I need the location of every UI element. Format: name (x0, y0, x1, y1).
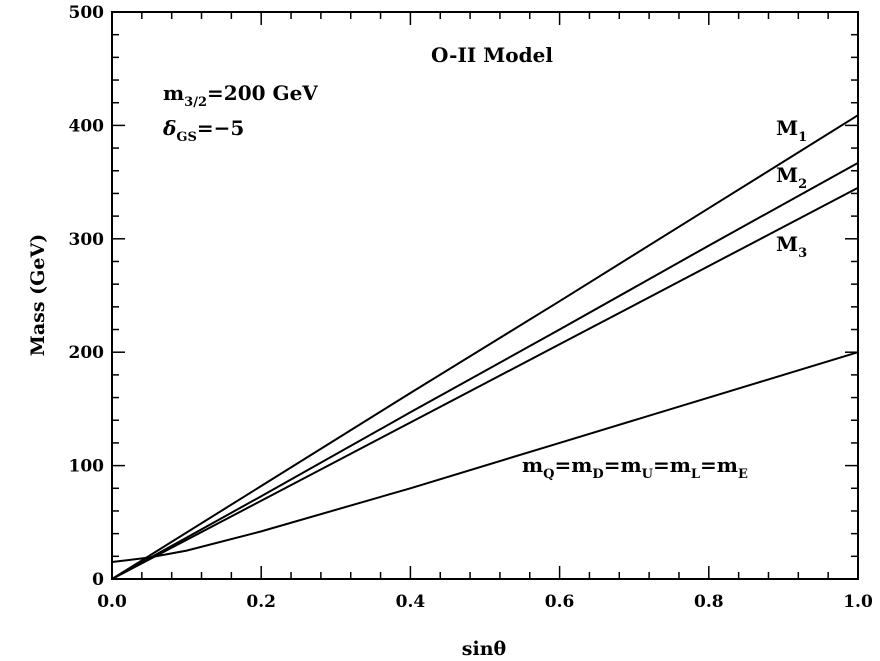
series-label-m2-sub: 2 (798, 177, 807, 192)
y-tick-label: 400 (69, 116, 105, 136)
annotation-delta-rest: =−5 (197, 116, 244, 140)
annotation-m32: m3/2=200 GeV (163, 81, 318, 110)
sf-part-1-base: =m (555, 453, 593, 477)
x-tick-label: 1.0 (843, 592, 873, 612)
series-line-1 (111, 161, 859, 580)
y-axis-label: Mass (GeV) (27, 234, 49, 356)
sf-part-3-base: =m (653, 453, 691, 477)
y-tick-label: 0 (92, 570, 104, 590)
y-tick-label: 500 (69, 3, 105, 23)
annotation-delta: δGS=−5 (162, 116, 244, 145)
y-tick-label: 100 (69, 457, 105, 477)
annotation-delta-base: δ (162, 116, 176, 140)
series-line-2 (111, 186, 859, 580)
series-line-3 (111, 351, 859, 563)
sf-part-0-sub: Q (543, 467, 554, 482)
y-tick-label: 300 (69, 230, 105, 250)
sf-part-0-base: m (522, 453, 543, 477)
x-axis-label: sinθ (462, 638, 506, 660)
x-tick-label: 0.0 (97, 592, 127, 612)
series-label-sfermions: mQ=mD=mU=mL=mE (522, 453, 748, 482)
series-label-m1-sub: 1 (798, 130, 807, 145)
series-label-m2-base: M (776, 163, 798, 187)
series-label-m1: M1 (776, 116, 807, 145)
sf-part-3-sub: L (691, 467, 700, 482)
sf-part-4-sub: E (738, 467, 748, 482)
series-lines (111, 114, 859, 580)
sf-part-2-base: =m (604, 453, 642, 477)
y-tick-label: 200 (69, 343, 105, 363)
x-tick-label: 0.8 (694, 592, 724, 612)
sf-part-4-base: =m (700, 453, 738, 477)
plot-frame (111, 11, 859, 580)
series-label-m1-base: M (776, 116, 798, 140)
series-label-m3: M3 (776, 232, 807, 261)
tick-labels: 0.0 0.2 0.4 0.6 0.8 1.0 0 100 200 300 400 500 (69, 3, 873, 612)
sf-part-2-sub: U (642, 467, 654, 482)
series-line-0 (111, 114, 859, 580)
series-label-m3-base: M (776, 232, 798, 256)
x-tick-label: 0.2 (246, 592, 276, 612)
series-label-m3-sub: 3 (798, 246, 807, 261)
annotation-m32-sub: 3/2 (184, 95, 207, 110)
sf-part-1-sub: D (592, 467, 603, 482)
x-tick-label: 0.4 (396, 592, 426, 612)
annotation-m32-base: m (163, 81, 184, 105)
series-label-m2: M2 (776, 163, 807, 192)
annotation-m32-rest: =200 GeV (207, 81, 318, 105)
annotation-delta-sub: GS (176, 130, 197, 145)
chart-title: O-II Model (431, 43, 553, 67)
x-tick-label: 0.6 (545, 592, 575, 612)
